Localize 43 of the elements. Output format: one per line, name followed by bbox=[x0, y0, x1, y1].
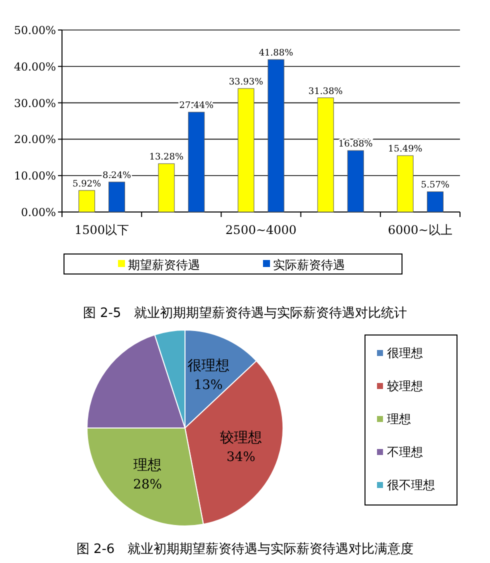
slice-label: 很理想 bbox=[187, 358, 230, 374]
y-tick-label: 40.00% bbox=[14, 60, 56, 74]
legend-label: 理想 bbox=[387, 412, 411, 426]
data-label: 5.57% bbox=[420, 180, 450, 191]
bar bbox=[158, 163, 175, 212]
data-label: 13% bbox=[194, 378, 223, 394]
y-tick-label: 20.00% bbox=[14, 133, 56, 146]
chart-title: 图 2-6 就业初期期望薪资待遇与实际薪资待遇对比满意度 bbox=[76, 542, 414, 557]
legend-label: 很理想 bbox=[387, 346, 423, 360]
legend-label: 实际薪资待遇 bbox=[273, 258, 345, 272]
data-label: 31.38% bbox=[308, 86, 344, 97]
bar bbox=[108, 182, 126, 212]
legend-label: 不理想 bbox=[387, 445, 423, 459]
data-label: 5.92% bbox=[72, 179, 102, 190]
bar bbox=[238, 88, 254, 212]
y-tick-label: 10.00% bbox=[14, 170, 56, 183]
data-label: 15.49% bbox=[388, 144, 423, 155]
x-tick-label: 2500~4000 bbox=[225, 223, 297, 237]
text: 图 2-5 就业初期期望薪资待遇与实际薪资待遇对比统计 bbox=[82, 306, 408, 321]
slice-label: 较理想 bbox=[220, 430, 262, 446]
bar bbox=[426, 191, 444, 212]
data-label: 16.88% bbox=[338, 140, 374, 150]
data-label: 13.28% bbox=[149, 152, 184, 163]
legend-label: 很不理想 bbox=[387, 478, 435, 492]
x-tick-label: 6000~以上 bbox=[388, 223, 452, 237]
bar bbox=[268, 59, 284, 212]
bar bbox=[317, 98, 334, 212]
bar bbox=[188, 112, 205, 212]
y-tick-label: 0.00% bbox=[21, 206, 56, 219]
data-label: 33.93% bbox=[228, 77, 264, 88]
data-label: 41.88% bbox=[258, 48, 294, 59]
legend-label: 较理想 bbox=[387, 379, 423, 393]
data-label: 28% bbox=[133, 477, 162, 492]
y-tick-label: 30.00% bbox=[14, 96, 56, 110]
y-tick-label: 50.00% bbox=[14, 24, 56, 37]
x-tick-label: 1500以下 bbox=[74, 223, 130, 237]
slice-label: 理想 bbox=[134, 457, 162, 474]
bar bbox=[396, 155, 414, 212]
bar bbox=[347, 150, 364, 212]
legend-label: 期望薪资待遇 bbox=[128, 258, 200, 272]
bar bbox=[78, 190, 96, 212]
data-label: 34% bbox=[226, 450, 256, 466]
data-label: 27.44% bbox=[179, 101, 214, 112]
